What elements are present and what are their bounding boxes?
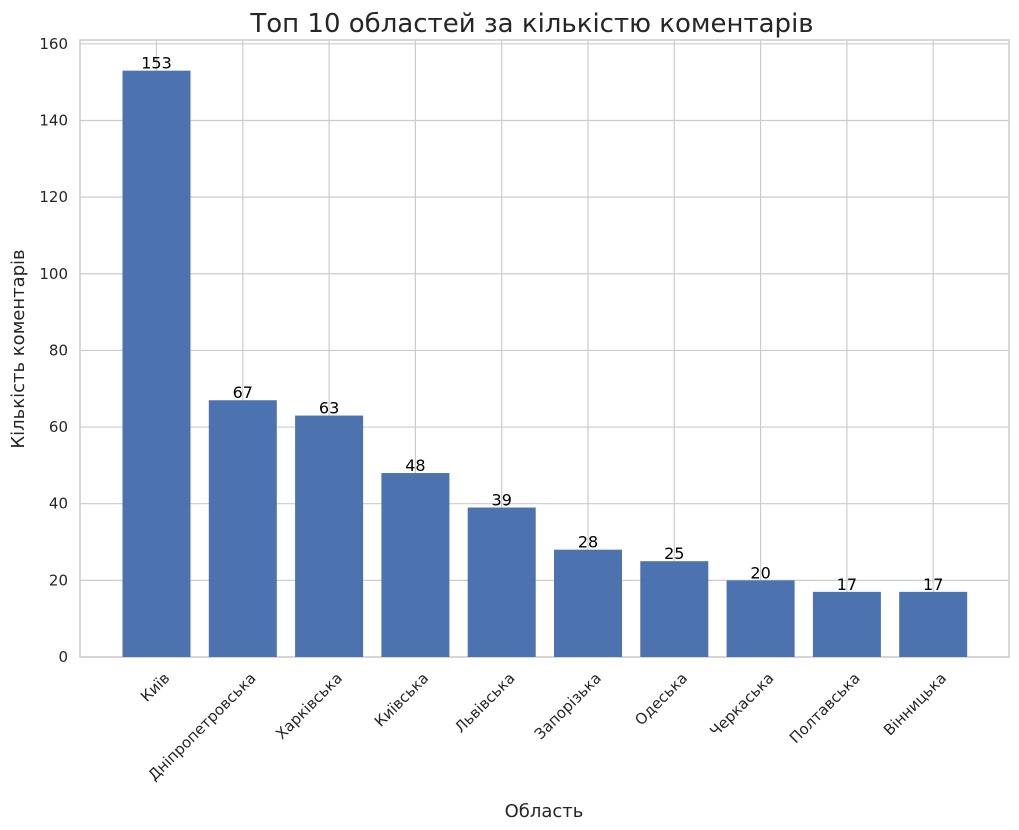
- y-tick-label: 100: [39, 265, 68, 283]
- bar-value-label: 28: [578, 533, 598, 552]
- x-axis-label: Область: [505, 801, 584, 822]
- x-tick-label: Полтавська: [786, 669, 864, 747]
- bar: [122, 70, 191, 657]
- bar: [554, 549, 622, 657]
- y-tick-label: 60: [49, 418, 68, 436]
- bar-value-label: 17: [923, 575, 943, 594]
- bar-value-label: 39: [492, 491, 512, 510]
- bar: [467, 507, 536, 657]
- bar-value-label: 25: [664, 544, 684, 563]
- bar-value-label: 67: [233, 383, 253, 402]
- bar: [295, 415, 364, 657]
- y-axis-label: Кількість коментарів: [8, 249, 29, 448]
- data-labels-layer: 153 67 63 48 39 28 25 20 17 17: [141, 54, 943, 594]
- x-tick-label: Одеська: [631, 669, 691, 729]
- y-tick-label: 140: [39, 111, 68, 129]
- y-tick-label: 20: [49, 571, 68, 589]
- bar: [640, 561, 709, 657]
- x-tick-label: Черкаська: [706, 669, 777, 740]
- bar-value-label: 20: [750, 563, 770, 582]
- bar: [726, 580, 795, 657]
- bar-value-label: 48: [405, 456, 425, 475]
- plot-frame: [79, 39, 1010, 658]
- bar: [812, 591, 881, 657]
- x-tick-label: Вінницька: [880, 669, 950, 739]
- bar: [899, 591, 968, 657]
- chart-title: Топ 10 областей за кількістю коментарів: [249, 9, 813, 39]
- bar-value-label: 17: [837, 575, 857, 594]
- bars-layer: [122, 70, 968, 657]
- x-tick-label: Київська: [371, 669, 432, 730]
- y-tick-label: 120: [39, 188, 68, 206]
- y-tick-label: 40: [49, 495, 68, 513]
- x-tick-label: Київ: [137, 669, 173, 705]
- y-tick-label: 160: [39, 35, 68, 53]
- bar-value-label: 63: [319, 399, 339, 418]
- y-ticks-layer: 0 20 40 60 80 100 120 140 160: [39, 35, 68, 666]
- y-tick-label: 80: [49, 341, 68, 359]
- x-tick-label: Запорізька: [531, 669, 605, 743]
- x-tick-label: Львівська: [451, 669, 518, 736]
- bar-value-label: 153: [141, 54, 172, 73]
- x-tick-label: Харківська: [272, 669, 346, 743]
- bar: [208, 400, 277, 657]
- y-tick-label: 0: [58, 648, 68, 666]
- bar: [381, 473, 450, 657]
